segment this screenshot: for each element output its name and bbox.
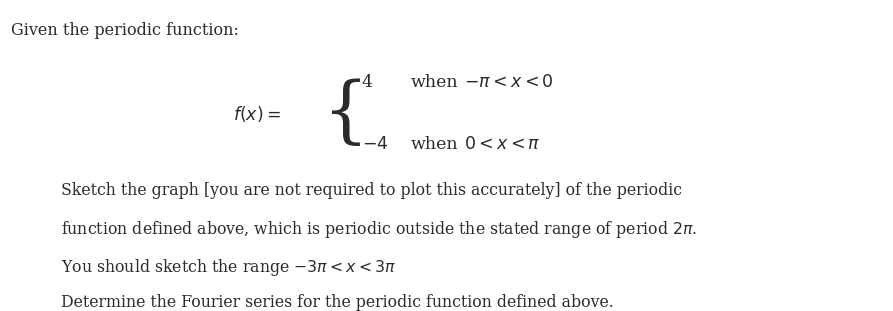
Text: when: when bbox=[411, 136, 458, 153]
Text: $-\pi < x < 0$: $-\pi < x < 0$ bbox=[464, 74, 555, 91]
Text: $0 < x < \pi$: $0 < x < \pi$ bbox=[464, 136, 541, 153]
Text: $-4$: $-4$ bbox=[362, 136, 388, 153]
Text: Given the periodic function:: Given the periodic function: bbox=[11, 22, 238, 39]
Text: Sketch the graph [you are not required to plot this accurately] of the periodic: Sketch the graph [you are not required t… bbox=[61, 182, 681, 199]
Text: when: when bbox=[411, 74, 458, 91]
Text: function defined above, which is periodic outside the stated range of period $2\: function defined above, which is periodi… bbox=[61, 219, 697, 240]
Text: You should sketch the range $-3\pi < x < 3\pi$: You should sketch the range $-3\pi < x <… bbox=[61, 257, 396, 278]
Text: $f(x)=$: $f(x)=$ bbox=[233, 104, 281, 123]
Text: {: { bbox=[323, 78, 370, 149]
Text: 4: 4 bbox=[362, 74, 372, 91]
Text: Determine the Fourier series for the periodic function defined above.: Determine the Fourier series for the per… bbox=[61, 294, 613, 311]
